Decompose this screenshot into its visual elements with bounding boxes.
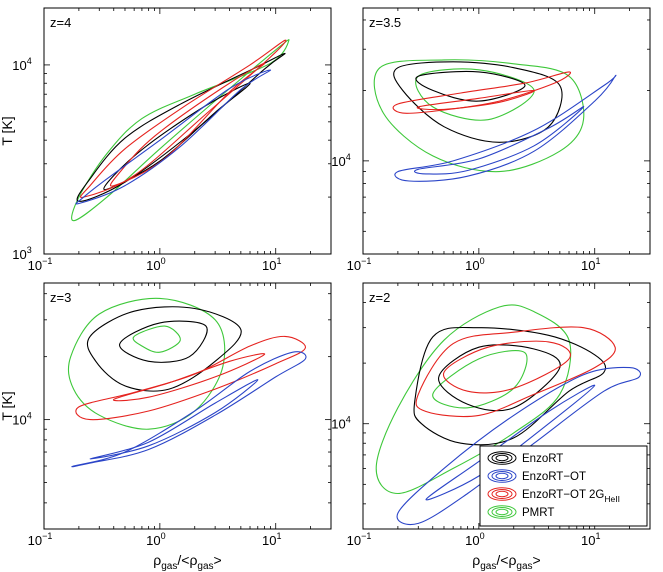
legend-swatch	[491, 507, 513, 517]
x-axis-label: ρgas/<ρgas>	[153, 552, 221, 572]
x-tick-label: 100	[465, 256, 484, 273]
panel-4: 10−1 100 101 104 z=2 ρgas/<ρgas>	[331, 282, 651, 572]
legend-swatch	[487, 469, 517, 483]
legend-swatch	[495, 490, 509, 498]
contour-pmrt-0	[375, 304, 572, 495]
legend-label: EnzoRT−OT	[522, 471, 586, 483]
contour-enzort-ot-2g-heii-1	[113, 353, 266, 402]
contour-enzort-ot-2g-heii-0	[415, 326, 616, 418]
plot-frame	[362, 7, 651, 255]
y-tick-label: 104	[12, 56, 31, 73]
legend: EnzoRT EnzoRT−OT EnzoRT−OT 2GHeII PMRT	[479, 445, 648, 527]
x-tick-label: 10−1	[28, 531, 53, 548]
x-tick-label: 101	[262, 531, 281, 548]
x-tick-label: 10−1	[347, 256, 372, 273]
panel-3: 10−1 100 101 104 z=3 T [K] ρgas/<ρgas>	[0, 282, 332, 572]
x-tick-label: 10−1	[347, 531, 372, 548]
contour-pmrt-1	[132, 325, 181, 353]
legend-entry: EnzoRT−OT	[487, 469, 586, 483]
y-tick-label: 104	[331, 152, 350, 169]
contour-enzort-1	[119, 320, 208, 363]
legend-label: EnzoRT	[522, 453, 563, 465]
plot-frame	[43, 282, 332, 530]
plot-frame	[43, 7, 332, 255]
legend-label: EnzoRT−OT 2GHeII	[522, 489, 620, 504]
legend-swatch	[491, 453, 513, 463]
contour-enzort-ot-1	[89, 379, 259, 460]
contour-enzort-ot-0	[396, 366, 642, 525]
legend-swatch	[495, 472, 509, 480]
legend-swatch	[487, 505, 517, 519]
panel-1: 10−1 100 101 103 104 z=4 T [K]	[0, 7, 332, 273]
legend-swatch	[487, 451, 517, 465]
x-tick-label: 10−1	[28, 256, 53, 273]
contour-enzort-ot-2g-heii-1	[110, 62, 266, 187]
panel-label: z=3.5	[369, 15, 401, 30]
contour-enzort-0	[413, 326, 607, 446]
y-tick-label: 104	[331, 415, 350, 432]
legend-swatch	[491, 489, 513, 499]
x-tick-label: 101	[581, 531, 600, 548]
contour-enzort-0	[76, 52, 286, 202]
contour-enzort-ot-2g-heii-0	[75, 335, 306, 421]
contour-enzort-ot-1	[414, 106, 585, 175]
contour-enzort-1	[415, 70, 526, 102]
x-tick-label: 100	[146, 256, 165, 273]
x-tick-label: 101	[581, 256, 600, 273]
contour-enzort-1	[103, 82, 251, 191]
legend-swatch	[495, 508, 509, 516]
contour-enzort-ot-0	[75, 69, 271, 205]
panel-label: z=4	[50, 15, 71, 30]
contour-enzort-ot-2g-heii-1	[443, 340, 571, 394]
panel-2: 10−1 100 101 104 z=3.5	[331, 7, 651, 273]
x-axis-label: ρgas/<ρgas>	[472, 552, 540, 572]
contour-enzort-1	[438, 344, 561, 412]
contour-pmrt-1	[415, 68, 535, 121]
legend-swatch	[495, 454, 509, 462]
panel-label: z=3	[50, 290, 71, 305]
contour-pmrt-0	[373, 59, 585, 173]
legend-entry: EnzoRT	[487, 451, 563, 465]
x-tick-label: 100	[465, 531, 484, 548]
contour-enzort-ot-0	[71, 351, 307, 468]
contour-pmrt-0	[67, 297, 226, 430]
legend-entry: PMRT	[487, 505, 554, 519]
x-tick-label: 100	[146, 531, 165, 548]
contour-enzort-ot-1	[425, 384, 596, 501]
contour-enzort-ot-0	[394, 74, 617, 182]
y-tick-label: 103	[12, 245, 31, 262]
contour-enzort-ot-2g-heii-1	[416, 89, 535, 111]
legend-swatch	[487, 487, 517, 501]
contour-pmrt-0	[71, 39, 290, 222]
y-tick-label: 104	[12, 411, 31, 428]
contour-enzort-ot-2g-heii-0	[80, 39, 287, 198]
legend-entry: EnzoRT−OT 2GHeII	[487, 487, 620, 504]
legend-swatch	[491, 471, 513, 481]
y-axis-label: T [K]	[0, 391, 15, 420]
contour-enzort-0	[393, 61, 563, 143]
plot-frame	[362, 282, 651, 530]
legend-label: PMRT	[522, 507, 554, 519]
y-axis-label: T [K]	[0, 116, 15, 145]
x-tick-label: 101	[262, 256, 281, 273]
contour-pmrt-1	[432, 350, 528, 409]
panel-label: z=2	[369, 290, 390, 305]
contour-enzort-0	[86, 306, 242, 392]
contour-enzort-ot-2g-heii-0	[392, 71, 571, 114]
